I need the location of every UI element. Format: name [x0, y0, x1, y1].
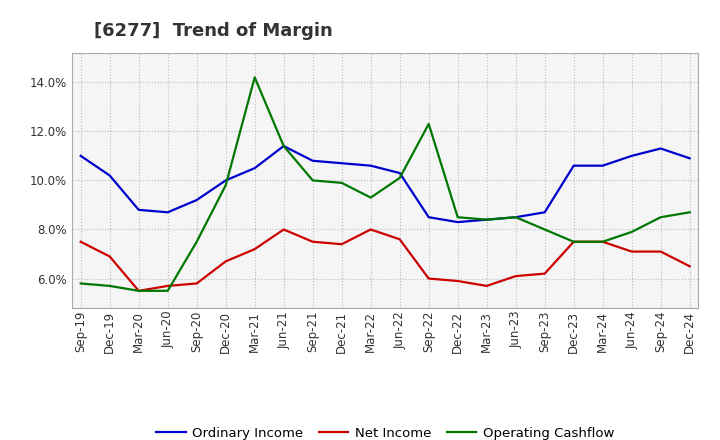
Operating Cashflow [482, 217, 491, 222]
Line: Operating Cashflow: Operating Cashflow [81, 77, 690, 291]
Legend: Ordinary Income, Net Income, Operating Cashflow: Ordinary Income, Net Income, Operating C… [151, 422, 619, 440]
Net Income [685, 264, 694, 269]
Operating Cashflow [511, 215, 520, 220]
Net Income [424, 276, 433, 281]
Net Income [163, 283, 172, 289]
Net Income [251, 246, 259, 252]
Ordinary Income [511, 215, 520, 220]
Net Income [454, 279, 462, 284]
Net Income [279, 227, 288, 232]
Ordinary Income [570, 163, 578, 169]
Operating Cashflow [424, 121, 433, 127]
Ordinary Income [279, 143, 288, 149]
Net Income [135, 288, 143, 293]
Net Income [541, 271, 549, 276]
Operating Cashflow [221, 183, 230, 188]
Ordinary Income [424, 215, 433, 220]
Operating Cashflow [454, 215, 462, 220]
Operating Cashflow [338, 180, 346, 186]
Operating Cashflow [251, 75, 259, 80]
Ordinary Income [541, 210, 549, 215]
Net Income [338, 242, 346, 247]
Operating Cashflow [163, 288, 172, 293]
Ordinary Income [657, 146, 665, 151]
Ordinary Income [395, 170, 404, 176]
Ordinary Income [482, 217, 491, 222]
Ordinary Income [685, 156, 694, 161]
Operating Cashflow [657, 215, 665, 220]
Operating Cashflow [366, 195, 375, 200]
Operating Cashflow [105, 283, 114, 289]
Operating Cashflow [192, 239, 201, 244]
Operating Cashflow [598, 239, 607, 244]
Operating Cashflow [627, 229, 636, 235]
Line: Net Income: Net Income [81, 230, 690, 291]
Ordinary Income [366, 163, 375, 169]
Net Income [76, 239, 85, 244]
Ordinary Income [105, 173, 114, 178]
Operating Cashflow [570, 239, 578, 244]
Text: [6277]  Trend of Margin: [6277] Trend of Margin [94, 22, 333, 40]
Operating Cashflow [541, 227, 549, 232]
Ordinary Income [627, 153, 636, 158]
Ordinary Income [598, 163, 607, 169]
Ordinary Income [221, 178, 230, 183]
Net Income [221, 259, 230, 264]
Net Income [482, 283, 491, 289]
Operating Cashflow [395, 175, 404, 180]
Net Income [570, 239, 578, 244]
Line: Ordinary Income: Ordinary Income [81, 146, 690, 222]
Operating Cashflow [76, 281, 85, 286]
Operating Cashflow [308, 178, 317, 183]
Ordinary Income [135, 207, 143, 213]
Ordinary Income [76, 153, 85, 158]
Ordinary Income [163, 210, 172, 215]
Ordinary Income [308, 158, 317, 163]
Net Income [105, 254, 114, 259]
Net Income [366, 227, 375, 232]
Operating Cashflow [279, 143, 288, 149]
Net Income [395, 237, 404, 242]
Net Income [657, 249, 665, 254]
Ordinary Income [454, 220, 462, 225]
Ordinary Income [338, 161, 346, 166]
Net Income [598, 239, 607, 244]
Net Income [511, 273, 520, 279]
Net Income [627, 249, 636, 254]
Net Income [192, 281, 201, 286]
Net Income [308, 239, 317, 244]
Operating Cashflow [135, 288, 143, 293]
Ordinary Income [251, 165, 259, 171]
Operating Cashflow [685, 210, 694, 215]
Ordinary Income [192, 198, 201, 203]
